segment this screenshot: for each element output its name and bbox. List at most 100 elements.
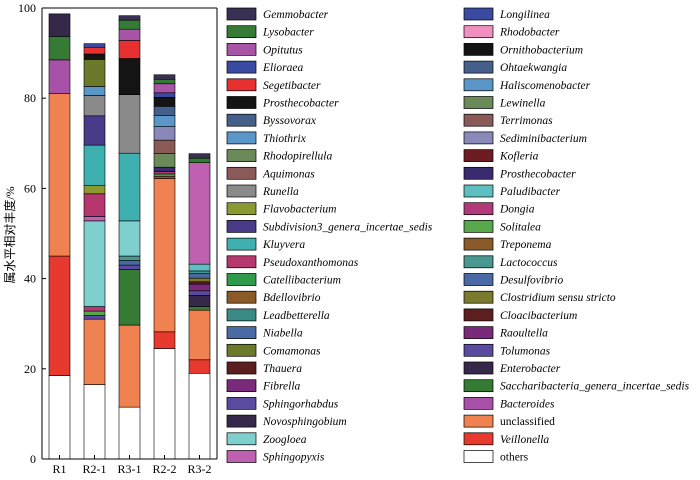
legend-label: Saccharibacteria_genera_incertae_sedis (500, 381, 690, 393)
bar-segment (188, 270, 211, 274)
legend-swatch (226, 25, 257, 39)
legend-label: others (500, 452, 529, 464)
bar-segment (48, 375, 71, 460)
bar-segment (118, 58, 141, 95)
legend-swatch (463, 43, 494, 56)
bar-segment (188, 294, 211, 307)
bar-segment (118, 406, 141, 460)
bar-segment (153, 173, 176, 177)
legend-swatch (226, 414, 257, 428)
legend-swatch (226, 397, 257, 410)
legend-label: Fibrella (262, 381, 301, 393)
bar-segment (118, 260, 141, 266)
legend-label: Byssovorax (263, 115, 317, 127)
bar-segment (153, 74, 176, 80)
bar-segment (118, 15, 141, 21)
legend-label: Sphingorhabdus (263, 398, 339, 410)
legend-label: Opitutus (263, 44, 303, 56)
bars-layer (48, 13, 211, 460)
legend-label: Cloacibacterium (500, 310, 577, 322)
legend-swatch (226, 43, 257, 56)
bar-segment (153, 331, 176, 349)
bar-segment (83, 115, 106, 146)
legend-swatch (463, 78, 494, 92)
bar-segment (118, 28, 141, 41)
legend-label: Treponema (500, 239, 552, 251)
legend-swatch (226, 432, 257, 446)
legend-swatch (226, 166, 257, 180)
bar-segment (188, 273, 211, 279)
legend-swatch (226, 202, 257, 216)
legend-swatch (463, 149, 494, 162)
y-tick-label: 0 (30, 452, 36, 466)
bar-segment (188, 309, 211, 361)
bar-segment (153, 175, 176, 179)
legend-label: Prosthecobacter (262, 98, 339, 110)
legend-label: Lewinella (499, 98, 546, 110)
legend-swatch (463, 343, 494, 357)
bar-segment (188, 153, 211, 159)
bar-segment (153, 139, 176, 154)
bar-segment (153, 126, 176, 141)
legend-label: Bacteroides (500, 398, 555, 410)
legend-swatch (226, 290, 257, 304)
bar-segment (153, 83, 176, 94)
legend-swatch (463, 220, 494, 233)
x-tick-label: R1 (52, 462, 66, 476)
legend-label: Dongia (499, 204, 535, 216)
bar-segment (188, 373, 211, 460)
legend-swatch (226, 113, 257, 127)
bar-segment (83, 310, 106, 316)
bar-segment (153, 115, 176, 127)
legend-swatch (463, 113, 494, 127)
legend-label: Solitalea (500, 221, 541, 233)
legend-swatch (226, 326, 257, 339)
legend-swatch (226, 255, 257, 269)
bar-segment (83, 59, 106, 87)
legend-swatch (463, 184, 494, 198)
legend-label: Zoogloea (263, 434, 307, 446)
bar-segment (188, 263, 211, 272)
legend-swatch (463, 450, 494, 463)
legend-label: Comamonas (263, 345, 321, 357)
legend-swatch (226, 343, 257, 357)
legend-label: unclassified (500, 416, 555, 428)
legend-swatch (226, 7, 257, 21)
legend-swatch (463, 96, 494, 109)
legend-swatch (463, 131, 494, 145)
bar-segment (153, 166, 176, 173)
bar-segment (118, 19, 141, 30)
legend-label: Rhodopirellula (262, 151, 332, 163)
bar-segment (48, 93, 71, 257)
bar-segment (48, 59, 71, 94)
bar-segment (118, 94, 141, 154)
legend-label: Enterobacter (499, 363, 561, 375)
y-tick-label: 100 (18, 1, 36, 15)
legend-label: Kluyvera (262, 239, 305, 251)
legend-swatch (463, 397, 494, 410)
y-tick-label: 80 (24, 91, 36, 105)
legend-label: Lysobacter (262, 27, 314, 39)
bar-segment (153, 153, 176, 168)
legend-swatch (463, 361, 494, 375)
legend-label: Desulfovibrio (499, 275, 563, 287)
legend-label: Thauera (263, 363, 302, 375)
legend-swatch (463, 308, 494, 322)
legend-swatch (226, 78, 257, 92)
legend-label: Paludibacter (499, 186, 561, 198)
y-axis-label: 属水平相对丰度/% (2, 186, 17, 283)
legend-label: Terrimonas (500, 115, 553, 127)
bar-segment (153, 92, 176, 98)
legend-swatch (226, 450, 257, 463)
bar-segment (118, 152, 141, 222)
legend-label: Kofleria (499, 151, 539, 163)
bar-segment (83, 315, 106, 320)
bar-segment (83, 193, 106, 217)
y-tick-label: 60 (24, 181, 36, 195)
legend-label: Bdellovibrio (263, 292, 321, 304)
legend-swatch (463, 273, 494, 286)
legend-swatch (463, 379, 494, 393)
bar-segment (83, 53, 106, 60)
legend-label: Flavobacterium (262, 204, 336, 216)
